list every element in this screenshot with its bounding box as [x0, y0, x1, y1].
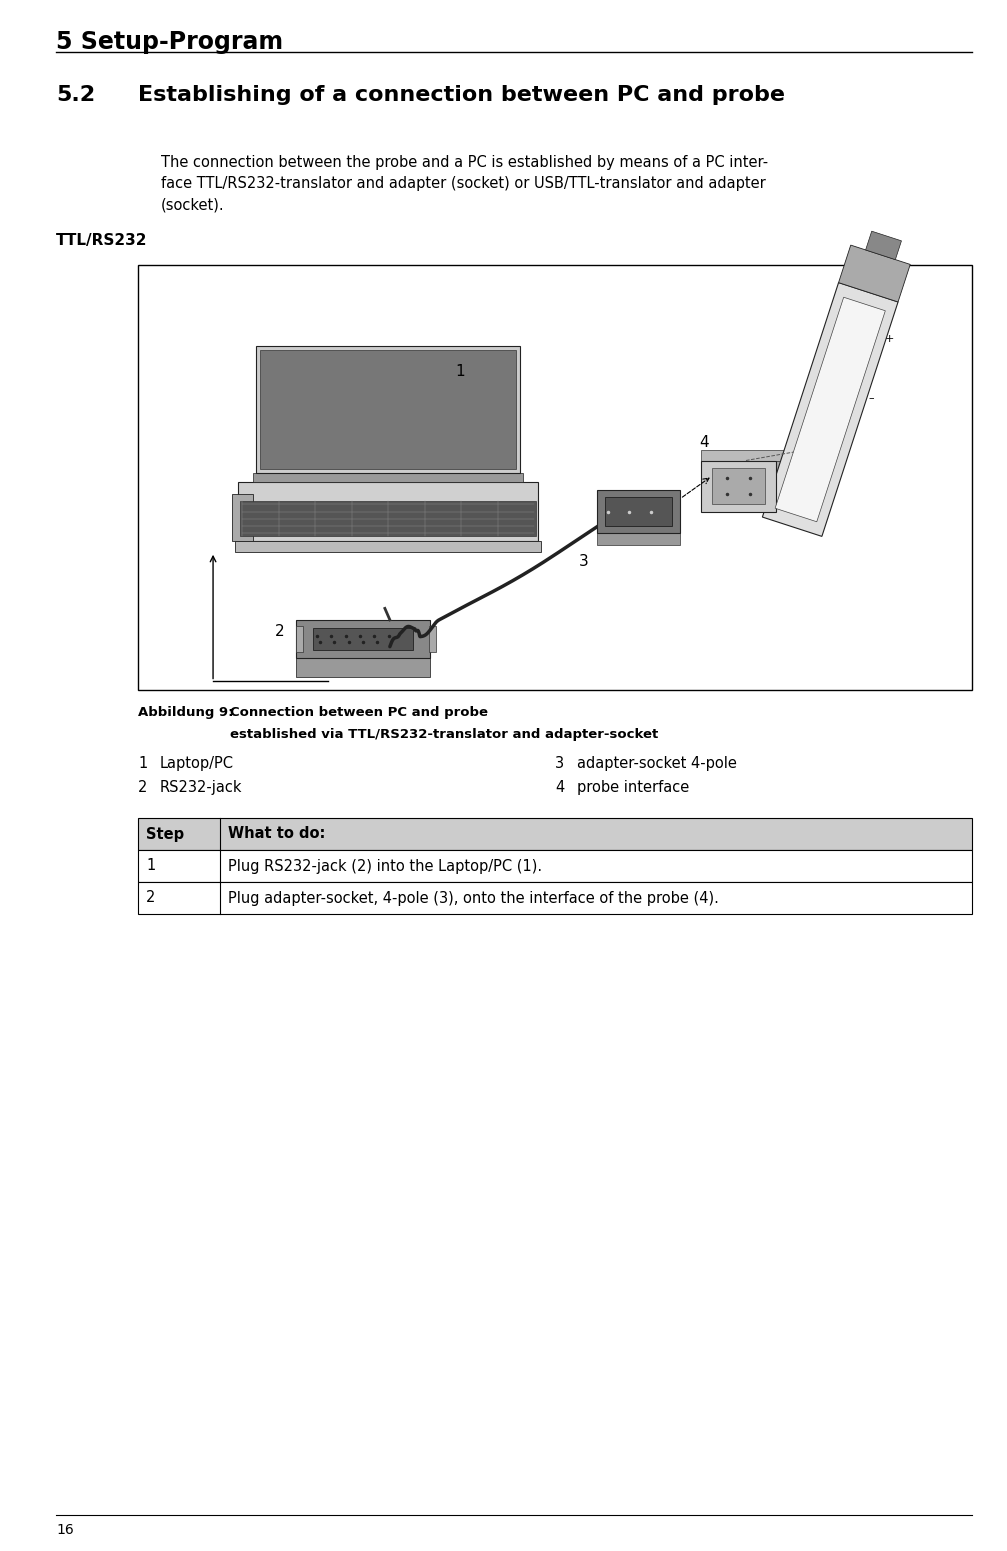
- FancyBboxPatch shape: [701, 450, 787, 461]
- Text: established via TTL/RS232-translator and adapter-socket: established via TTL/RS232-translator and…: [230, 727, 659, 741]
- FancyBboxPatch shape: [235, 541, 542, 552]
- Text: probe interface: probe interface: [577, 780, 689, 796]
- Polygon shape: [762, 282, 898, 537]
- Text: The connection between the probe and a PC is established by means of a PC inter-: The connection between the probe and a P…: [161, 155, 768, 171]
- Text: Connection between PC and probe: Connection between PC and probe: [230, 706, 488, 720]
- Text: RS232-jack: RS232-jack: [160, 780, 243, 796]
- Text: 2: 2: [146, 890, 155, 906]
- Text: 1: 1: [455, 364, 464, 378]
- FancyBboxPatch shape: [232, 493, 253, 541]
- Text: 1: 1: [146, 859, 155, 873]
- Text: 3: 3: [555, 755, 564, 771]
- Text: face TTL/RS232-translator and adapter (socket) or USB/TTL-translator and adapter: face TTL/RS232-translator and adapter (s…: [161, 175, 765, 191]
- Text: 1: 1: [138, 755, 147, 771]
- FancyBboxPatch shape: [240, 501, 537, 537]
- Bar: [138, 883, 972, 914]
- FancyBboxPatch shape: [712, 468, 764, 504]
- Text: 2: 2: [138, 780, 147, 796]
- Text: –: –: [868, 392, 874, 403]
- FancyBboxPatch shape: [296, 658, 430, 678]
- Text: TTL/RS232: TTL/RS232: [56, 233, 147, 248]
- FancyBboxPatch shape: [256, 346, 521, 473]
- FancyBboxPatch shape: [605, 496, 672, 526]
- Text: Abbildung 9:: Abbildung 9:: [138, 706, 234, 720]
- Text: 2: 2: [275, 624, 284, 639]
- FancyBboxPatch shape: [597, 532, 680, 546]
- Bar: [138, 850, 972, 883]
- Polygon shape: [775, 298, 885, 521]
- Text: +: +: [884, 333, 894, 344]
- FancyBboxPatch shape: [238, 482, 539, 541]
- Text: 4: 4: [699, 436, 709, 450]
- Text: 5.2: 5.2: [56, 85, 95, 105]
- FancyBboxPatch shape: [296, 620, 430, 658]
- Bar: [138, 817, 972, 850]
- Text: Laptop/PC: Laptop/PC: [160, 755, 234, 771]
- Text: Step: Step: [146, 827, 184, 842]
- Text: adapter-socket 4-pole: adapter-socket 4-pole: [577, 755, 737, 771]
- FancyBboxPatch shape: [776, 461, 787, 512]
- Text: Establishing of a connection between PC and probe: Establishing of a connection between PC …: [138, 85, 785, 105]
- FancyBboxPatch shape: [429, 625, 436, 653]
- Text: 3: 3: [579, 554, 589, 569]
- FancyBboxPatch shape: [296, 625, 303, 653]
- Text: 4: 4: [555, 780, 564, 796]
- Text: (socket).: (socket).: [161, 197, 225, 212]
- FancyBboxPatch shape: [597, 490, 680, 532]
- Text: Plug RS232-jack (2) into the Laptop/PC (1).: Plug RS232-jack (2) into the Laptop/PC (…: [228, 859, 542, 873]
- Bar: [138, 265, 972, 690]
- FancyBboxPatch shape: [701, 461, 776, 512]
- Polygon shape: [839, 245, 910, 302]
- FancyBboxPatch shape: [313, 628, 413, 650]
- Text: 16: 16: [56, 1523, 74, 1537]
- FancyBboxPatch shape: [253, 473, 524, 482]
- Text: Plug adapter-socket, 4-pole (3), onto the interface of the probe (4).: Plug adapter-socket, 4-pole (3), onto th…: [228, 890, 719, 906]
- Text: What to do:: What to do:: [228, 827, 325, 842]
- Text: 5 Setup-Program: 5 Setup-Program: [56, 29, 283, 54]
- Polygon shape: [866, 231, 901, 259]
- FancyBboxPatch shape: [260, 349, 517, 470]
